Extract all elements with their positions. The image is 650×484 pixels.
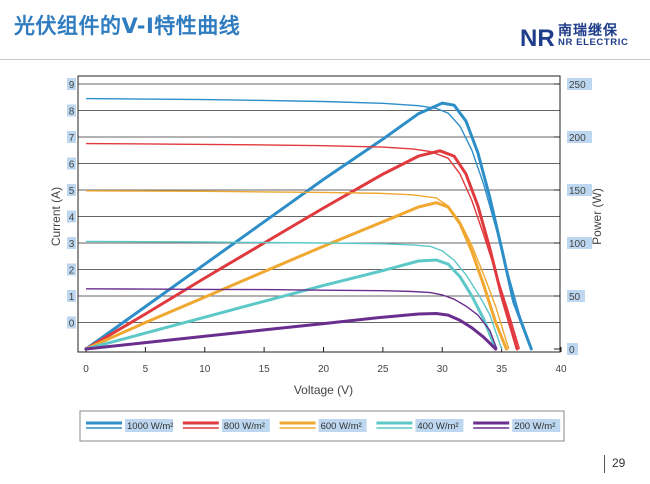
x-tick-label-35: 35 — [496, 364, 508, 375]
x-tick-label-25: 25 — [377, 364, 389, 375]
company-logo: NR 南瑞继保 NR ELECTRIC — [520, 22, 645, 52]
plot-frame — [77, 75, 561, 353]
y2-tick-label-150: 150 — [569, 186, 586, 197]
y-tick-highlight-3 — [67, 237, 76, 249]
y-tick-label-4: 4 — [69, 213, 75, 224]
axes-layer — [77, 75, 562, 353]
current-curve-2 — [85, 190, 510, 350]
y-tick-label-1: 1 — [69, 292, 75, 303]
x-tick-label-0: 0 — [83, 364, 89, 375]
current-curve-4 — [85, 288, 498, 350]
labels-layer: 0 1 2 3 4 5 6 7 8 9 0 50 100 150 200 250 0 5 10 15 20 25 30 35 4… — [49, 78, 604, 397]
series-layer — [84, 97, 533, 351]
y-tick-highlight-2 — [67, 263, 76, 276]
y-tick-label-8: 8 — [69, 107, 75, 118]
power-curve-4 — [84, 312, 498, 351]
nr-logo-icon: NR — [520, 24, 555, 52]
legend-label-highlight-4 — [512, 419, 561, 432]
y-tick-highlight-4 — [67, 210, 76, 223]
title-divider — [0, 59, 650, 60]
y-tick-highlight-5 — [67, 184, 76, 196]
y-tick-label-2: 2 — [69, 266, 75, 277]
y-tick-label-0: 0 — [69, 319, 75, 330]
slide-title: 光伏组件的V-I特性曲线 — [14, 14, 241, 38]
y2-tick-label-50: 50 — [569, 292, 581, 303]
y-tick-label-3: 3 — [69, 239, 75, 250]
x-tick-label-20: 20 — [318, 364, 330, 375]
y-axis-label: Current (A) — [49, 187, 63, 246]
power-curve-2 — [84, 201, 508, 351]
logo-name-en: NR ELECTRIC — [558, 37, 629, 48]
power-curve-0 — [84, 101, 533, 351]
x-tick-label-10: 10 — [199, 364, 211, 375]
y-tick-highlight-8 — [67, 104, 76, 117]
logo-name-cn: 南瑞继保 — [558, 23, 618, 39]
y2-tick-label-250: 250 — [569, 80, 586, 91]
x-tick-label-5: 5 — [143, 364, 149, 375]
legend: 1000 W/m² 800 W/m² 600 W/m² 400 W/m² 200 W/m… — [79, 410, 565, 442]
y2-tick-label-100: 100 — [569, 239, 586, 250]
pv-vi-chart: 0 1 2 3 4 5 6 7 8 9 0 50 100 150 200 250 0 5 10 15 20 25 30 35 4… — [49, 75, 604, 442]
y-tick-highlight-6 — [67, 157, 76, 170]
y-tick-label-5: 5 — [69, 186, 75, 197]
logo-mark: NR — [520, 25, 555, 52]
page-number-divider — [604, 455, 605, 473]
y2-tick-label-200: 200 — [569, 133, 586, 144]
legend-item-1: 800 W/m² — [182, 419, 270, 432]
legend-item-2: 600 W/m² — [279, 419, 367, 432]
current-curve-0 — [85, 97, 532, 350]
y2-tick-highlight-200 — [567, 131, 592, 143]
y2-tick-highlight-150 — [567, 184, 592, 196]
legend-item-4: 200 W/m² — [473, 419, 561, 432]
power-curve-1 — [84, 149, 519, 351]
legend-label-highlight-0 — [125, 419, 173, 432]
x-axis-label: Voltage (V) — [294, 383, 353, 397]
y-tick-label-6: 6 — [69, 160, 75, 171]
y2-tick-highlight-100 — [567, 237, 592, 249]
y-tick-highlight-0 — [67, 316, 76, 329]
y2-tick-highlight-0 — [567, 343, 578, 355]
x-tick-label-15: 15 — [259, 364, 271, 375]
current-curve-3 — [85, 240, 503, 350]
legend-label-highlight-3 — [415, 419, 464, 432]
power-curve-3 — [84, 258, 498, 351]
y-tick-highlight-9 — [67, 78, 76, 90]
page-number: 29 — [612, 456, 626, 470]
y2-tick-highlight-50 — [567, 290, 585, 302]
legend-item-3: 400 W/m² — [376, 419, 464, 432]
y-tick-label-9: 9 — [69, 80, 75, 91]
x-tick-label-40: 40 — [555, 364, 567, 375]
y2-tick-label-0: 0 — [569, 345, 575, 356]
legend-label-0: 1000 W/m² — [127, 421, 173, 432]
y2-tick-highlight-250 — [567, 78, 592, 90]
y-tick-highlight-1 — [67, 290, 76, 302]
legend-label-highlight-1 — [221, 419, 270, 432]
y2-axis-label: Power (W) — [590, 188, 604, 245]
legend-label-3: 400 W/m² — [417, 421, 458, 432]
y-tick-label-7: 7 — [69, 133, 75, 144]
y-tick-highlight-7 — [67, 131, 76, 143]
legend-label-1: 800 W/m² — [224, 421, 265, 432]
legend-label-2: 600 W/m² — [321, 421, 362, 432]
x-tick-label-30: 30 — [437, 364, 449, 375]
legend-label-4: 200 W/m² — [514, 421, 555, 432]
legend-label-highlight-2 — [318, 419, 367, 432]
legend-item-0: 1000 W/m² — [86, 419, 173, 432]
